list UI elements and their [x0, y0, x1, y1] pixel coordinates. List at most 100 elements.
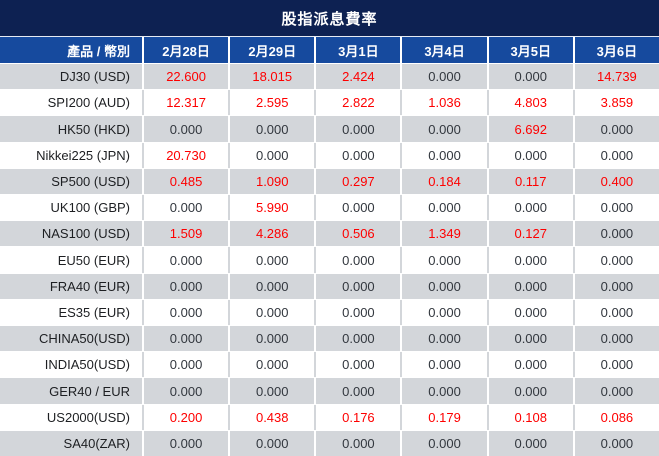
value-cell: 4.286	[228, 221, 314, 247]
value-cell: 0.000	[486, 273, 573, 299]
column-header-date-1: 2月28日	[142, 37, 228, 63]
product-cell: NAS100 (USD)	[41, 226, 130, 242]
value-cell: 22.600	[142, 64, 228, 90]
value-cell: 0.000	[228, 378, 314, 404]
value-cell: 0.000	[486, 142, 573, 168]
value-cell: 0.108	[486, 404, 573, 430]
value-cell: 0.000	[400, 116, 486, 142]
value-cell: 0.000	[314, 247, 400, 273]
value-cell: 0.000	[314, 352, 400, 378]
value-cell: 0.000	[572, 378, 659, 404]
product-cell: CHINA50(USD)	[38, 331, 130, 347]
value-cell: 3.859	[572, 90, 659, 116]
value-cell: 0.000	[572, 352, 659, 378]
value-cell: 0.000	[572, 142, 659, 168]
column-header-date-5: 3月5日	[486, 37, 573, 63]
product-cell: SPI200 (AUD)	[47, 95, 130, 111]
value-cell: 0.297	[314, 168, 400, 195]
value-cell: 0.000	[142, 195, 228, 221]
value-cell: 0.000	[572, 247, 659, 273]
value-cell: 0.000	[314, 116, 400, 142]
column-header-date-2: 2月29日	[228, 37, 314, 63]
value-cell: 0.000	[400, 247, 486, 273]
table-row: INDIA50(USD) 0.000 0.000 0.000 0.000 0.000 0.0…	[0, 351, 659, 378]
column-header-date-6: 3月6日	[572, 37, 659, 63]
value-cell: 0.000	[572, 195, 659, 221]
value-cell: 0.000	[572, 273, 659, 299]
value-cell: 0.000	[228, 299, 314, 326]
value-cell: 0.117	[486, 168, 573, 195]
value-cell: 0.000	[228, 352, 314, 378]
value-cell: 0.000	[142, 352, 228, 378]
table-row: FRA40 (EUR) 0.000 0.000 0.000 0.000 0.000 0.00…	[0, 272, 659, 299]
value-cell: 0.000	[486, 430, 573, 456]
table-row: DJ30 (USD) 22.600 18.015 2.424 0.000 0.000 14.…	[0, 64, 659, 90]
table-row: UK100 (GBP) 0.000 5.990 0.000 0.000 0.000 0.00…	[0, 194, 659, 221]
value-cell: 0.000	[228, 247, 314, 273]
value-cell: 0.000	[142, 378, 228, 404]
value-cell: 0.000	[314, 378, 400, 404]
value-cell: 0.000	[142, 430, 228, 456]
product-cell: FRA40 (EUR)	[49, 278, 130, 294]
value-cell: 0.179	[400, 404, 486, 430]
value-cell: 0.506	[314, 221, 400, 247]
value-cell: 0.000	[314, 142, 400, 168]
value-cell: 2.595	[228, 90, 314, 116]
table-row: CHINA50(USD) 0.000 0.000 0.000 0.000 0.000 0.0…	[0, 325, 659, 352]
value-cell: 20.730	[142, 142, 228, 168]
product-cell: INDIA50(USD)	[44, 357, 130, 373]
column-header-product: 產品 / 幣別	[67, 43, 130, 59]
value-cell: 0.000	[400, 142, 486, 168]
value-cell: 1.349	[400, 221, 486, 247]
page-title: 股指派息費率	[0, 0, 659, 37]
value-cell: 0.127	[486, 221, 573, 247]
value-cell: 0.000	[572, 221, 659, 247]
value-cell: 14.739	[572, 64, 659, 90]
value-cell: 2.424	[314, 64, 400, 90]
value-cell: 0.000	[314, 430, 400, 456]
value-cell: 0.000	[400, 378, 486, 404]
value-cell: 0.000	[572, 326, 659, 352]
value-cell: 0.000	[314, 326, 400, 352]
value-cell: 0.176	[314, 404, 400, 430]
product-cell: EU50 (EUR)	[57, 252, 130, 268]
value-cell: 0.000	[400, 352, 486, 378]
product-cell: SA40(ZAR)	[63, 435, 130, 451]
product-cell: GER40 / EUR	[49, 383, 130, 399]
table-row: ES35 (EUR) 0.000 0.000 0.000 0.000 0.000 0.000	[0, 298, 659, 326]
value-cell: 1.036	[400, 90, 486, 116]
value-cell: 0.000	[486, 247, 573, 273]
value-cell: 0.000	[486, 64, 573, 90]
value-cell: 0.438	[228, 404, 314, 430]
value-cell: 0.000	[486, 195, 573, 221]
table-row: US2000(USD) 0.200 0.438 0.176 0.179 0.108 0.08…	[0, 403, 659, 430]
value-cell: 0.000	[400, 430, 486, 456]
value-cell: 0.000	[486, 326, 573, 352]
table-row: Nikkei225 (JPN) 20.730 0.000 0.000 0.000 0.00…	[0, 141, 659, 168]
value-cell: 0.000	[486, 299, 573, 326]
value-cell: 0.086	[572, 404, 659, 430]
table-row: SP500 (USD) 0.485 1.090 0.297 0.184 0.117 0.40…	[0, 167, 659, 195]
value-cell: 2.822	[314, 90, 400, 116]
table-row: GER40 / EUR 0.000 0.000 0.000 0.000 0.000 0.00…	[0, 377, 659, 404]
value-cell: 12.317	[142, 90, 228, 116]
value-cell: 0.200	[142, 404, 228, 430]
product-cell: US2000(USD)	[46, 409, 130, 425]
value-cell: 1.090	[228, 168, 314, 195]
value-cell: 0.000	[314, 195, 400, 221]
value-cell: 0.000	[400, 195, 486, 221]
value-cell: 0.000	[228, 116, 314, 142]
value-cell: 0.000	[228, 430, 314, 456]
product-cell: DJ30 (USD)	[59, 69, 130, 85]
value-cell: 0.000	[400, 299, 486, 326]
value-cell: 0.000	[486, 352, 573, 378]
value-cell: 0.000	[142, 116, 228, 142]
value-cell: 0.184	[400, 168, 486, 195]
table-row: HK50 (HKD) 0.000 0.000 0.000 0.000 6.692 0.000	[0, 115, 659, 142]
column-header-date-4: 3月4日	[400, 37, 486, 63]
value-cell: 5.990	[228, 195, 314, 221]
value-cell: 0.000	[400, 326, 486, 352]
table-header-row: 產品 / 幣別 2月28日 2月29日 3月1日 3月4日 3月5日 3月6日	[0, 37, 659, 64]
product-cell: HK50 (HKD)	[57, 121, 130, 137]
